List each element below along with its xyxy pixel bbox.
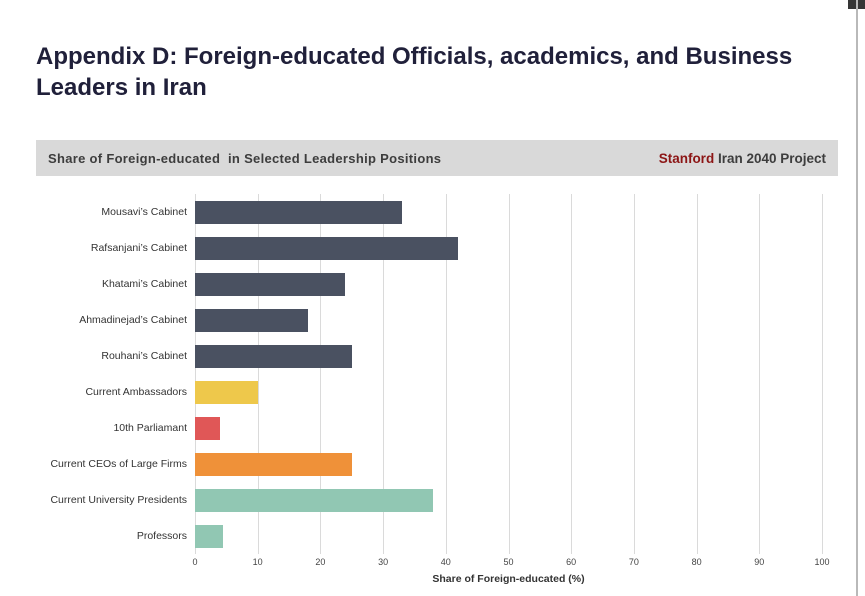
chart-row: Current Ambassadors — [36, 374, 822, 410]
category-label: Current CEOs of Large Firms — [50, 458, 187, 470]
x-tick-label: 40 — [440, 557, 451, 567]
brand-primary: Stanford — [658, 150, 715, 166]
category-label: Current Ambassadors — [85, 386, 187, 398]
bar — [195, 416, 221, 440]
bar — [195, 200, 402, 224]
bar — [195, 380, 258, 404]
category-label: Rouhani’s Cabinet — [101, 350, 187, 362]
x-tick-label: 20 — [315, 557, 326, 567]
gridline — [257, 194, 259, 554]
bar — [195, 308, 308, 332]
gridline — [508, 194, 510, 554]
gridline — [633, 194, 635, 554]
x-tick-label: 10 — [252, 557, 263, 567]
gridline — [822, 194, 823, 554]
bar-track — [195, 488, 822, 512]
bar-track — [195, 308, 822, 332]
bar-track — [195, 272, 822, 296]
bar — [195, 488, 434, 512]
x-tick-label: 60 — [566, 557, 577, 567]
x-axis-label: Share of Foreign-educated (%) — [432, 573, 585, 585]
x-tick-label: 90 — [754, 557, 765, 567]
category-label: Khatami’s Cabinet — [101, 278, 187, 290]
category-label: Current University Presidents — [50, 494, 187, 506]
chart-row: Rouhani’s Cabinet — [36, 338, 822, 374]
bar — [195, 272, 346, 296]
bar-track — [195, 200, 822, 224]
gridline — [383, 194, 385, 554]
x-tick-label: 100 — [814, 557, 830, 567]
bar — [195, 524, 224, 548]
chart-title-bar: Share of Foreign-educated in Selected Le… — [36, 140, 838, 176]
gridline — [445, 194, 447, 554]
bar-track — [195, 380, 822, 404]
chart-row: Rafsanjani’s Cabinet — [36, 230, 822, 266]
chart-row: Mousavi’s Cabinet — [36, 194, 822, 230]
x-axis-ticks: 0 10 20 30 40 50 60 70 80 90 100 — [192, 557, 829, 569]
gridline — [571, 194, 573, 554]
bar — [195, 452, 352, 476]
category-label: Professors — [136, 530, 187, 542]
gridlines — [195, 194, 823, 554]
chart-row: Current CEOs of Large Firms — [36, 446, 822, 482]
chart-rows: Mousavi’s Cabinet Rafsanjani’s Cabinet Kha… — [36, 194, 822, 554]
x-tick-label: 30 — [378, 557, 389, 567]
bar-chart: Mousavi’s Cabinet Rafsanjani’s Cabinet Kha… — [36, 194, 823, 554]
gridline — [320, 194, 322, 554]
brand-secondary: Iran 2040 Project — [714, 150, 826, 166]
bar-track — [195, 524, 822, 548]
category-label: 10th Parliamant — [113, 422, 187, 434]
bar-track — [195, 416, 822, 440]
category-label: Ahmadinejad’s Cabinet — [79, 314, 187, 326]
x-tick-label: 50 — [503, 557, 514, 567]
bar — [195, 344, 352, 368]
page-edge-line — [856, 0, 858, 596]
bar-track — [195, 236, 822, 260]
chart-row: Khatami’s Cabinet — [36, 266, 822, 302]
bar-track — [195, 344, 822, 368]
bar — [195, 236, 459, 260]
chart-row: Current University Presidents — [36, 482, 822, 518]
category-label: Mousavi’s Cabinet — [101, 206, 187, 218]
chart-row: Professors — [36, 518, 822, 554]
page-title: Appendix D: Foreign-educated Officials, … — [36, 43, 793, 101]
gridline — [759, 194, 761, 554]
gridline — [696, 194, 698, 554]
brand-text: Stanford Iran 2040 Project — [659, 151, 826, 166]
x-tick-label: 80 — [691, 557, 702, 567]
chart-row: 10th Parliamant — [36, 410, 822, 446]
chart-row: Ahmadinejad’s Cabinet — [36, 302, 822, 338]
chart-title: Share of Foreign-educated in Selected Le… — [48, 150, 442, 166]
bar-track — [195, 452, 822, 476]
gridline — [195, 194, 196, 554]
category-label: Rafsanjani’s Cabinet — [90, 242, 187, 254]
x-tick-label: 0 — [192, 557, 198, 567]
x-tick-label: 70 — [628, 557, 639, 567]
